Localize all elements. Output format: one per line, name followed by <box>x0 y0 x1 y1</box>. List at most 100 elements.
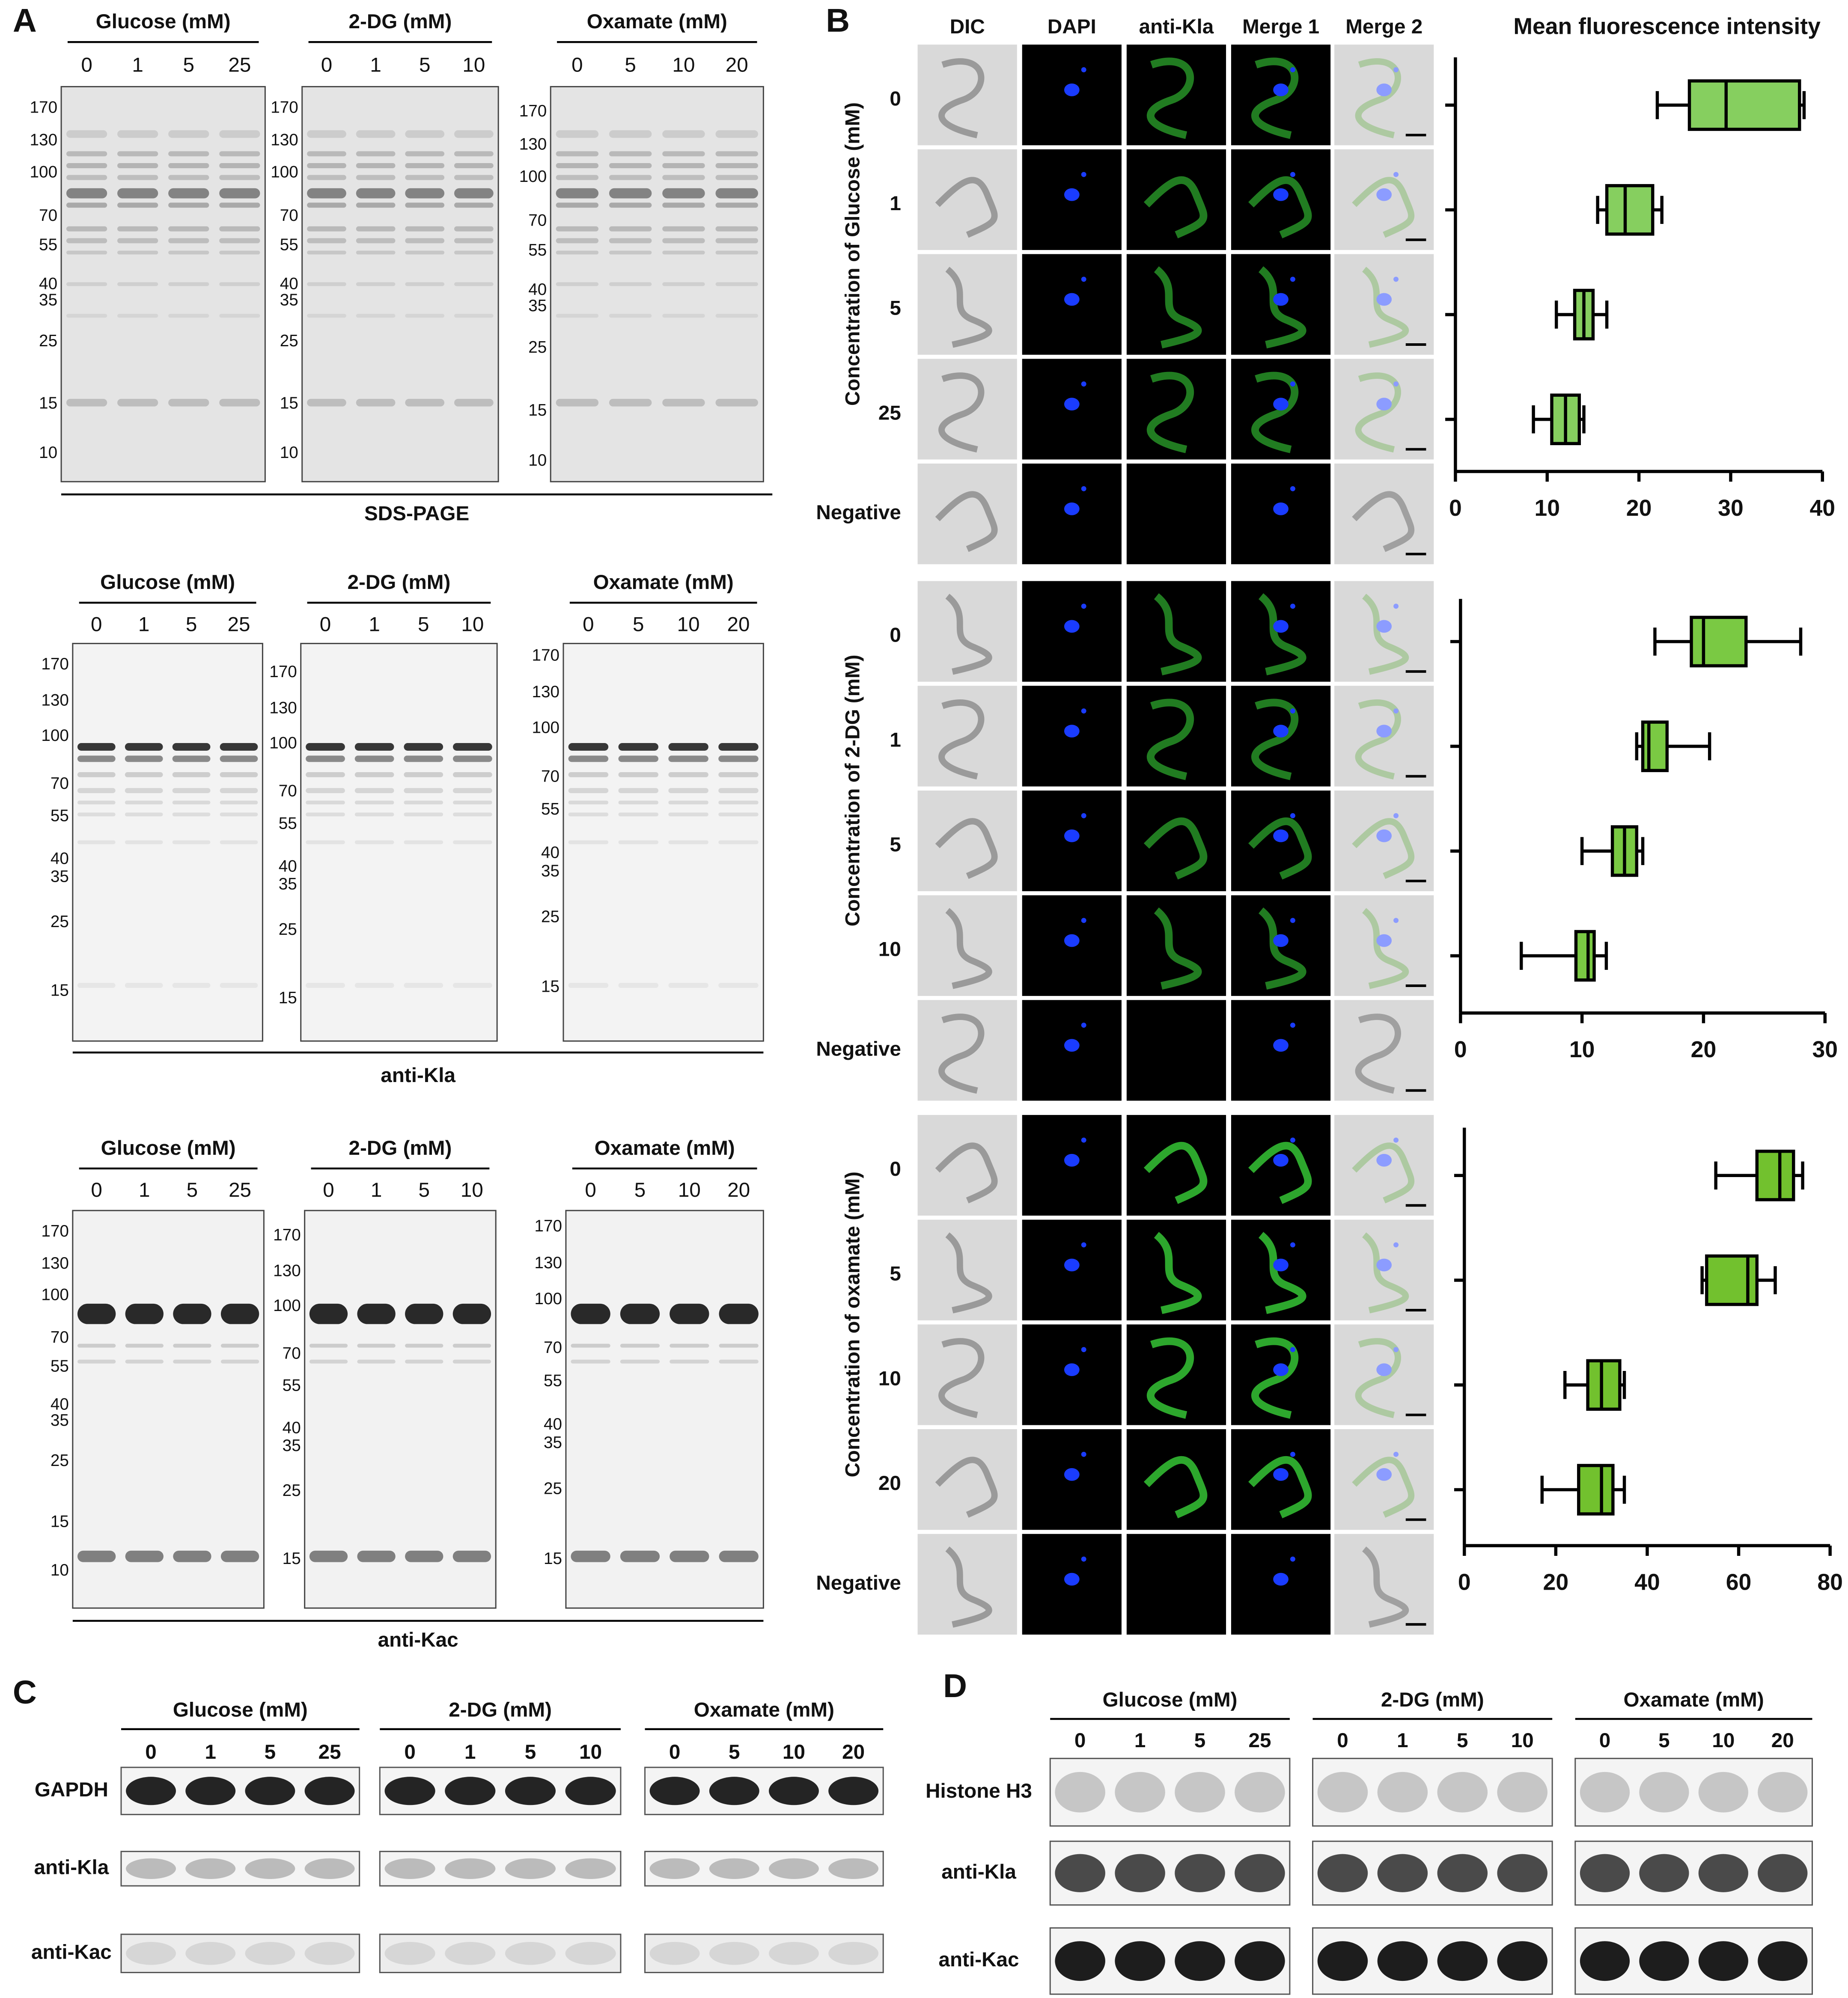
band <box>306 772 345 777</box>
band <box>445 1777 496 1805</box>
marker-label: 130 <box>269 699 297 717</box>
band <box>219 151 260 157</box>
band <box>662 398 705 407</box>
band <box>668 800 708 805</box>
kinetoplast <box>1393 604 1399 609</box>
band <box>220 983 258 988</box>
band <box>715 151 758 157</box>
nucleus <box>1273 1039 1289 1052</box>
band <box>354 743 394 751</box>
row-label: 10 <box>878 938 901 961</box>
kla-signal <box>1248 1142 1312 1204</box>
band <box>117 226 158 232</box>
cell-outline <box>1362 1232 1409 1314</box>
kinetoplast <box>1081 1556 1086 1562</box>
band <box>556 314 599 318</box>
band <box>556 398 599 407</box>
band <box>77 1359 116 1364</box>
band <box>620 1344 660 1348</box>
cell-outline <box>1362 908 1409 989</box>
band <box>1698 1772 1748 1813</box>
band <box>307 282 346 286</box>
nucleus <box>1273 1154 1289 1167</box>
band <box>568 800 609 805</box>
band <box>568 755 609 762</box>
band <box>173 1550 211 1562</box>
kinetoplast <box>1081 813 1086 818</box>
band <box>245 1777 295 1805</box>
band <box>126 1858 176 1879</box>
band <box>1377 1854 1428 1892</box>
marker-label: 170 <box>271 98 298 116</box>
nucleus <box>1376 934 1392 947</box>
band <box>357 1550 396 1562</box>
blot-title: anti-Kla <box>381 1064 455 1087</box>
panel-label: C <box>13 1674 37 1711</box>
x-tick-label: 20 <box>1626 495 1652 521</box>
x-tick-label: 0 <box>1449 495 1462 521</box>
lane-label: 5 <box>186 613 197 636</box>
nucleus <box>1064 1573 1080 1586</box>
kinetoplast <box>1290 1137 1295 1143</box>
blot-title: SDS-PAGE <box>364 502 469 525</box>
band <box>668 983 708 988</box>
band <box>306 983 345 988</box>
lane-label: 5 <box>1457 1729 1468 1752</box>
lane-label: 1 <box>369 613 380 636</box>
band <box>662 163 705 168</box>
nucleus <box>1376 398 1392 411</box>
kinetoplast <box>1081 1347 1086 1353</box>
marker-label: 100 <box>273 1296 301 1315</box>
marker-label: 35 <box>39 291 57 309</box>
cell-outline <box>945 267 992 348</box>
band <box>668 772 708 777</box>
marker-label: 130 <box>271 131 298 149</box>
band <box>609 398 652 407</box>
band <box>719 1359 759 1364</box>
band <box>1175 1772 1225 1813</box>
band <box>405 282 445 286</box>
band <box>172 983 211 988</box>
marker-label: 25 <box>279 920 297 939</box>
band <box>354 812 394 817</box>
nucleus <box>1064 293 1080 306</box>
band <box>77 840 116 844</box>
marker-label: 55 <box>51 806 69 825</box>
band <box>1497 1772 1547 1813</box>
band <box>453 983 492 988</box>
x-tick-label: 40 <box>1810 495 1836 521</box>
band <box>220 755 258 762</box>
lane-label: 1 <box>371 1179 382 1201</box>
box <box>1755 1150 1795 1201</box>
band <box>565 1858 616 1879</box>
lane-label: 10 <box>579 1741 602 1763</box>
band <box>1235 1772 1285 1813</box>
x-tick-label: 20 <box>1691 1037 1717 1062</box>
group-title: Oxamate (mM) <box>595 1137 735 1160</box>
kinetoplast <box>1393 1451 1399 1457</box>
band <box>405 1344 443 1348</box>
band <box>219 398 260 407</box>
band <box>307 250 346 255</box>
band <box>354 840 394 844</box>
nucleus <box>1064 620 1080 633</box>
band <box>168 202 209 208</box>
band <box>405 314 445 318</box>
band <box>125 755 163 762</box>
band <box>219 226 260 232</box>
kinetoplast <box>1290 813 1295 818</box>
band <box>168 175 209 180</box>
marker-label: 130 <box>41 1254 69 1273</box>
band <box>556 250 599 255</box>
column-title: DIC <box>950 15 985 38</box>
band <box>77 1344 116 1348</box>
marker-label: 70 <box>51 774 69 793</box>
band <box>571 1303 610 1324</box>
lane-label: 25 <box>229 1179 251 1201</box>
nucleus <box>1273 293 1289 306</box>
band <box>173 1303 211 1324</box>
box <box>1690 615 1748 668</box>
group-title: Oxamate (mM) <box>593 571 734 594</box>
nucleus <box>1064 934 1080 947</box>
kinetoplast <box>1290 67 1295 72</box>
